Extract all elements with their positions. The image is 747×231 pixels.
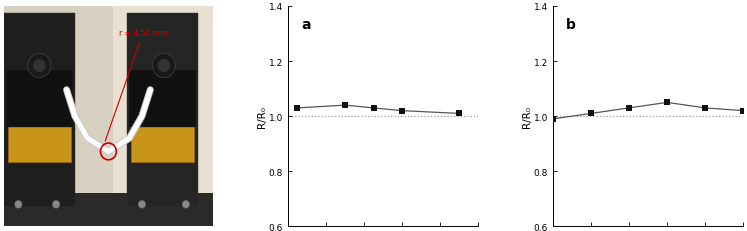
- FancyBboxPatch shape: [8, 110, 71, 163]
- Circle shape: [28, 54, 51, 78]
- Y-axis label: R/R₀: R/R₀: [257, 106, 267, 128]
- FancyBboxPatch shape: [127, 13, 199, 207]
- Point: [623, 106, 635, 110]
- Circle shape: [52, 201, 60, 208]
- FancyBboxPatch shape: [131, 110, 194, 163]
- Circle shape: [138, 201, 146, 208]
- Circle shape: [182, 201, 190, 208]
- FancyBboxPatch shape: [0, 194, 220, 231]
- Y-axis label: R/R₀: R/R₀: [522, 106, 533, 128]
- FancyBboxPatch shape: [129, 71, 196, 128]
- Circle shape: [152, 54, 176, 78]
- Point: [339, 104, 351, 107]
- Point: [291, 106, 303, 110]
- Circle shape: [15, 201, 22, 208]
- Circle shape: [33, 60, 46, 73]
- Point: [699, 106, 711, 110]
- FancyBboxPatch shape: [0, 0, 220, 231]
- FancyBboxPatch shape: [4, 13, 75, 207]
- Point: [453, 112, 465, 116]
- Text: b: b: [566, 18, 576, 32]
- Point: [547, 118, 559, 121]
- Circle shape: [158, 60, 170, 73]
- Text: r = 4.50 mm: r = 4.50 mm: [105, 29, 167, 141]
- FancyBboxPatch shape: [6, 71, 72, 128]
- Point: [396, 109, 408, 113]
- Text: a: a: [301, 18, 311, 32]
- Point: [585, 112, 597, 116]
- Point: [661, 101, 673, 105]
- Point: [368, 106, 379, 110]
- Point: [737, 109, 747, 113]
- FancyBboxPatch shape: [113, 0, 220, 231]
